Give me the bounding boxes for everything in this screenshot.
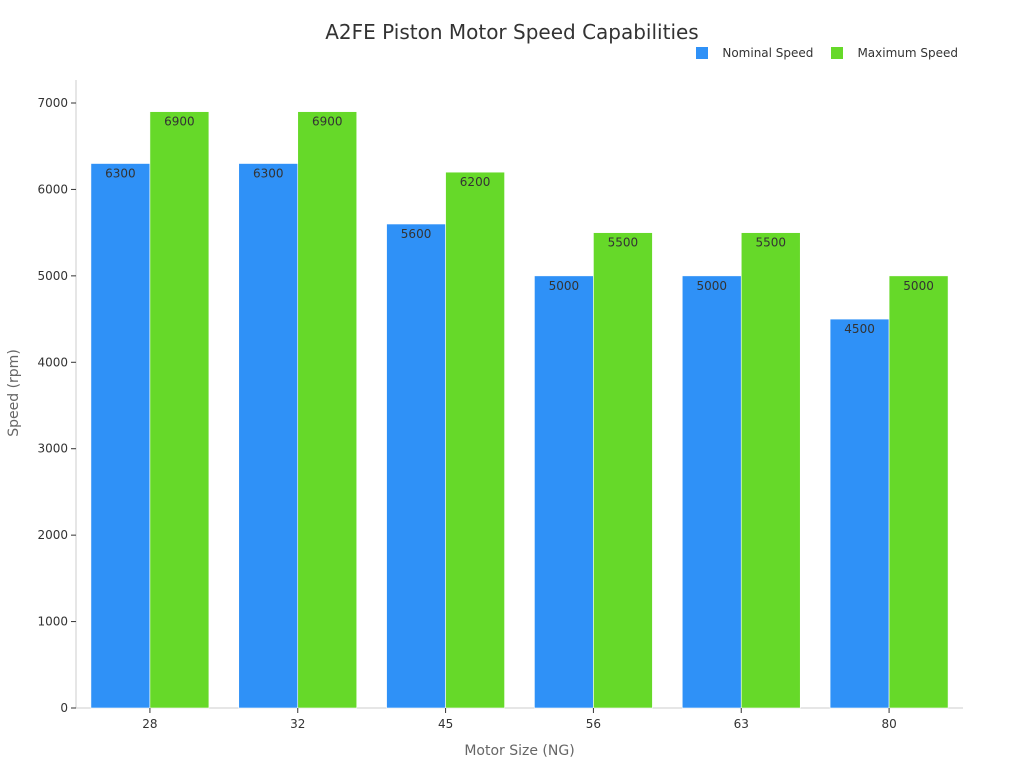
bar-nominal-28[interactable] bbox=[90, 163, 151, 709]
bar-value-label: 4500 bbox=[844, 322, 875, 336]
bar-value-label: 6900 bbox=[312, 115, 343, 129]
y-tick-label: 4000 bbox=[37, 355, 68, 369]
legend-swatch-maximum-icon bbox=[831, 47, 844, 59]
legend-swatch-nominal-icon bbox=[696, 47, 709, 59]
bar-nominal-56[interactable] bbox=[534, 275, 594, 709]
y-tick-label: 5000 bbox=[37, 269, 68, 283]
bar-value-label: 5000 bbox=[696, 279, 727, 293]
bar-nominal-63[interactable] bbox=[681, 275, 742, 709]
bar-value-label: 6300 bbox=[105, 167, 136, 181]
x-tick-label: 63 bbox=[734, 717, 749, 731]
y-axis-title: Speed (rpm) bbox=[6, 349, 22, 437]
bar-value-label: 5000 bbox=[903, 279, 934, 293]
bar-value-label: 6200 bbox=[460, 175, 491, 189]
x-tick-label: 28 bbox=[142, 717, 157, 731]
x-tick-label: 56 bbox=[586, 717, 601, 731]
bar-maximum-63[interactable] bbox=[740, 232, 801, 709]
x-tick-label: 32 bbox=[290, 717, 305, 731]
bar-maximum-80[interactable] bbox=[888, 275, 949, 709]
x-tick-label: 45 bbox=[438, 717, 453, 731]
bar-nominal-32[interactable] bbox=[238, 163, 299, 709]
bar-maximum-56[interactable] bbox=[593, 232, 653, 709]
legend-label-nominal: Nominal Speed bbox=[722, 46, 814, 60]
y-tick-label: 3000 bbox=[37, 442, 68, 456]
y-tick-label: 2000 bbox=[37, 528, 68, 542]
legend-label-maximum: Maximum Speed bbox=[857, 46, 958, 60]
chart-legend: Nominal Speed Maximum Speed bbox=[678, 46, 958, 60]
bar-value-label: 5000 bbox=[549, 279, 580, 293]
bar-maximum-45[interactable] bbox=[445, 171, 505, 709]
x-axis-title: Motor Size (NG) bbox=[464, 743, 574, 759]
bar-nominal-80[interactable] bbox=[829, 318, 890, 709]
bar-maximum-28[interactable] bbox=[149, 111, 210, 709]
y-tick-label: 0 bbox=[60, 701, 68, 715]
bar-value-label: 6900 bbox=[164, 115, 195, 129]
bar-nominal-45[interactable] bbox=[386, 223, 446, 709]
bar-value-label: 5500 bbox=[755, 236, 786, 250]
y-tick-label: 6000 bbox=[37, 182, 68, 196]
legend-item-nominal[interactable]: Nominal Speed bbox=[696, 46, 813, 60]
bar-value-label: 6300 bbox=[253, 167, 284, 181]
legend-item-maximum[interactable]: Maximum Speed bbox=[831, 46, 958, 60]
y-tick-label: 7000 bbox=[37, 96, 68, 110]
x-tick-label: 80 bbox=[881, 717, 896, 731]
bar-maximum-32[interactable] bbox=[297, 111, 358, 709]
y-tick-label: 1000 bbox=[37, 615, 68, 629]
bar-value-label: 5500 bbox=[608, 236, 639, 250]
chart-title: A2FE Piston Motor Speed Capabilities bbox=[325, 20, 699, 44]
bar-value-label: 5600 bbox=[401, 227, 432, 241]
